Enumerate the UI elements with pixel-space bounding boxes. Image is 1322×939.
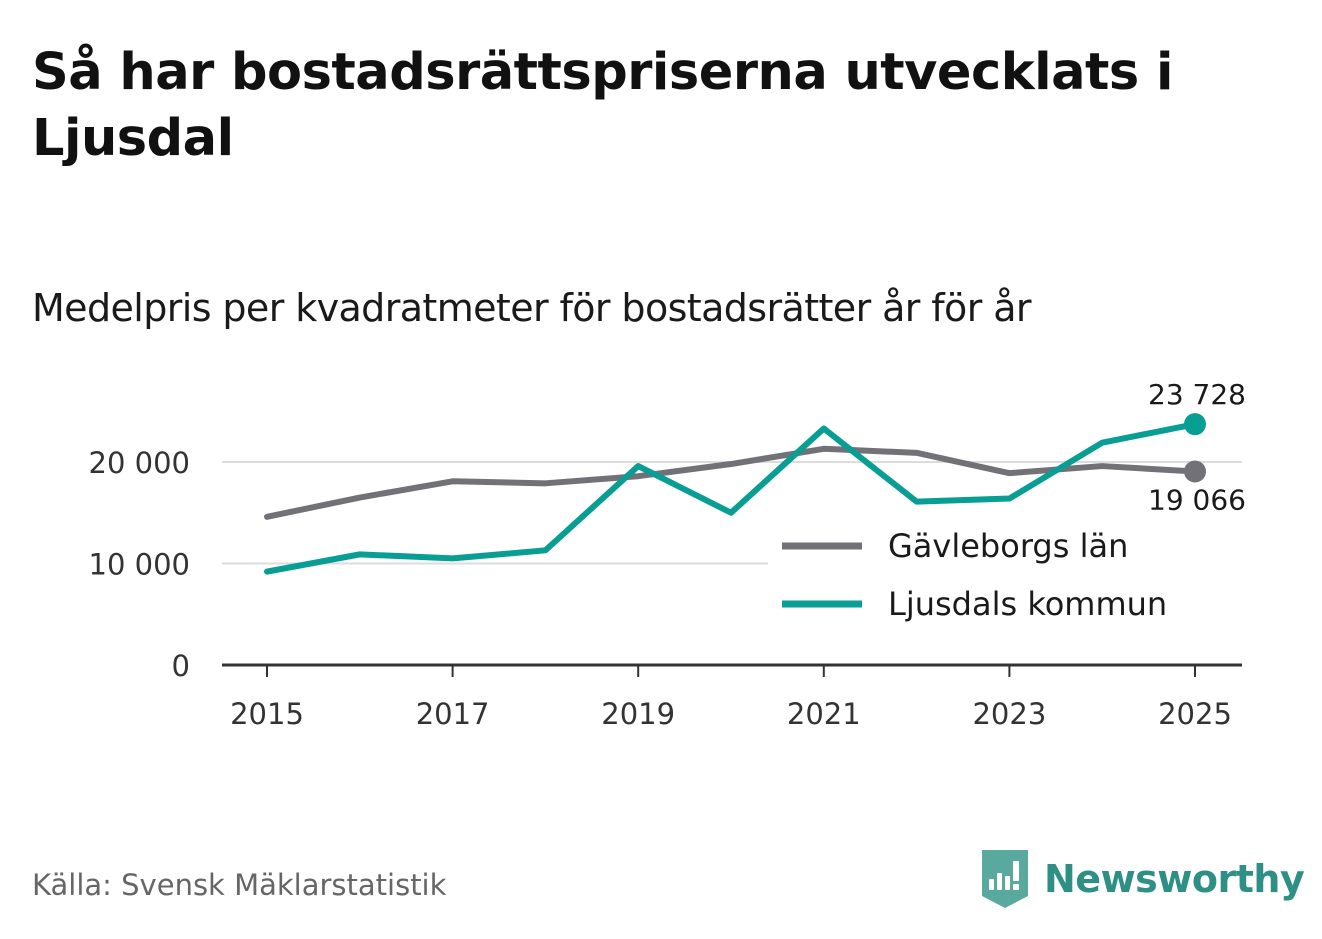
y-tick-label: 10 000 xyxy=(89,548,190,582)
newsworthy-logo-icon xyxy=(982,850,1028,908)
x-tick-label: 2015 xyxy=(230,697,304,731)
end-value-label: 23 728 xyxy=(1148,378,1246,411)
x-tick-label: 2019 xyxy=(601,697,675,731)
brand-logo: Newsworthy xyxy=(980,848,1305,910)
data-labels: 19 066 23 728 xyxy=(1148,378,1246,516)
series-line-0 xyxy=(264,445,1198,520)
legend: Gävleborgs län Ljusdals kommun xyxy=(768,518,1242,646)
series-lines xyxy=(264,413,1206,575)
chart-subtitle: Medelpris per kvadratmeter för bostadsrä… xyxy=(32,286,1032,330)
legend-background xyxy=(768,518,1242,646)
end-value-label: 19 066 xyxy=(1148,483,1246,516)
source-note: Källa: Svensk Mäklarstatistik xyxy=(32,868,447,902)
legend-label: Ljusdals kommun xyxy=(888,585,1167,623)
x-tick-label: 2025 xyxy=(1158,697,1232,731)
series-endpoint-0 xyxy=(1184,460,1206,483)
y-tick-label: 0 xyxy=(172,649,190,683)
x-tick-label: 2017 xyxy=(416,697,490,731)
x-tick-label: 2021 xyxy=(787,697,861,731)
x-tick-label: 2023 xyxy=(972,697,1046,731)
axes: 0 10 000 20 000 2015 2017 2019 2021 2023 2025 xyxy=(89,446,1242,731)
chart-title: Så har bostadsrättspriserna utvecklats i… xyxy=(32,43,1174,168)
series-endpoint-1 xyxy=(1184,413,1206,436)
brand-name: Newsworthy xyxy=(1044,857,1305,901)
series-line-1 xyxy=(264,421,1198,575)
y-tick-label: 20 000 xyxy=(89,446,190,480)
legend-label: Gävleborgs län xyxy=(888,527,1128,565)
